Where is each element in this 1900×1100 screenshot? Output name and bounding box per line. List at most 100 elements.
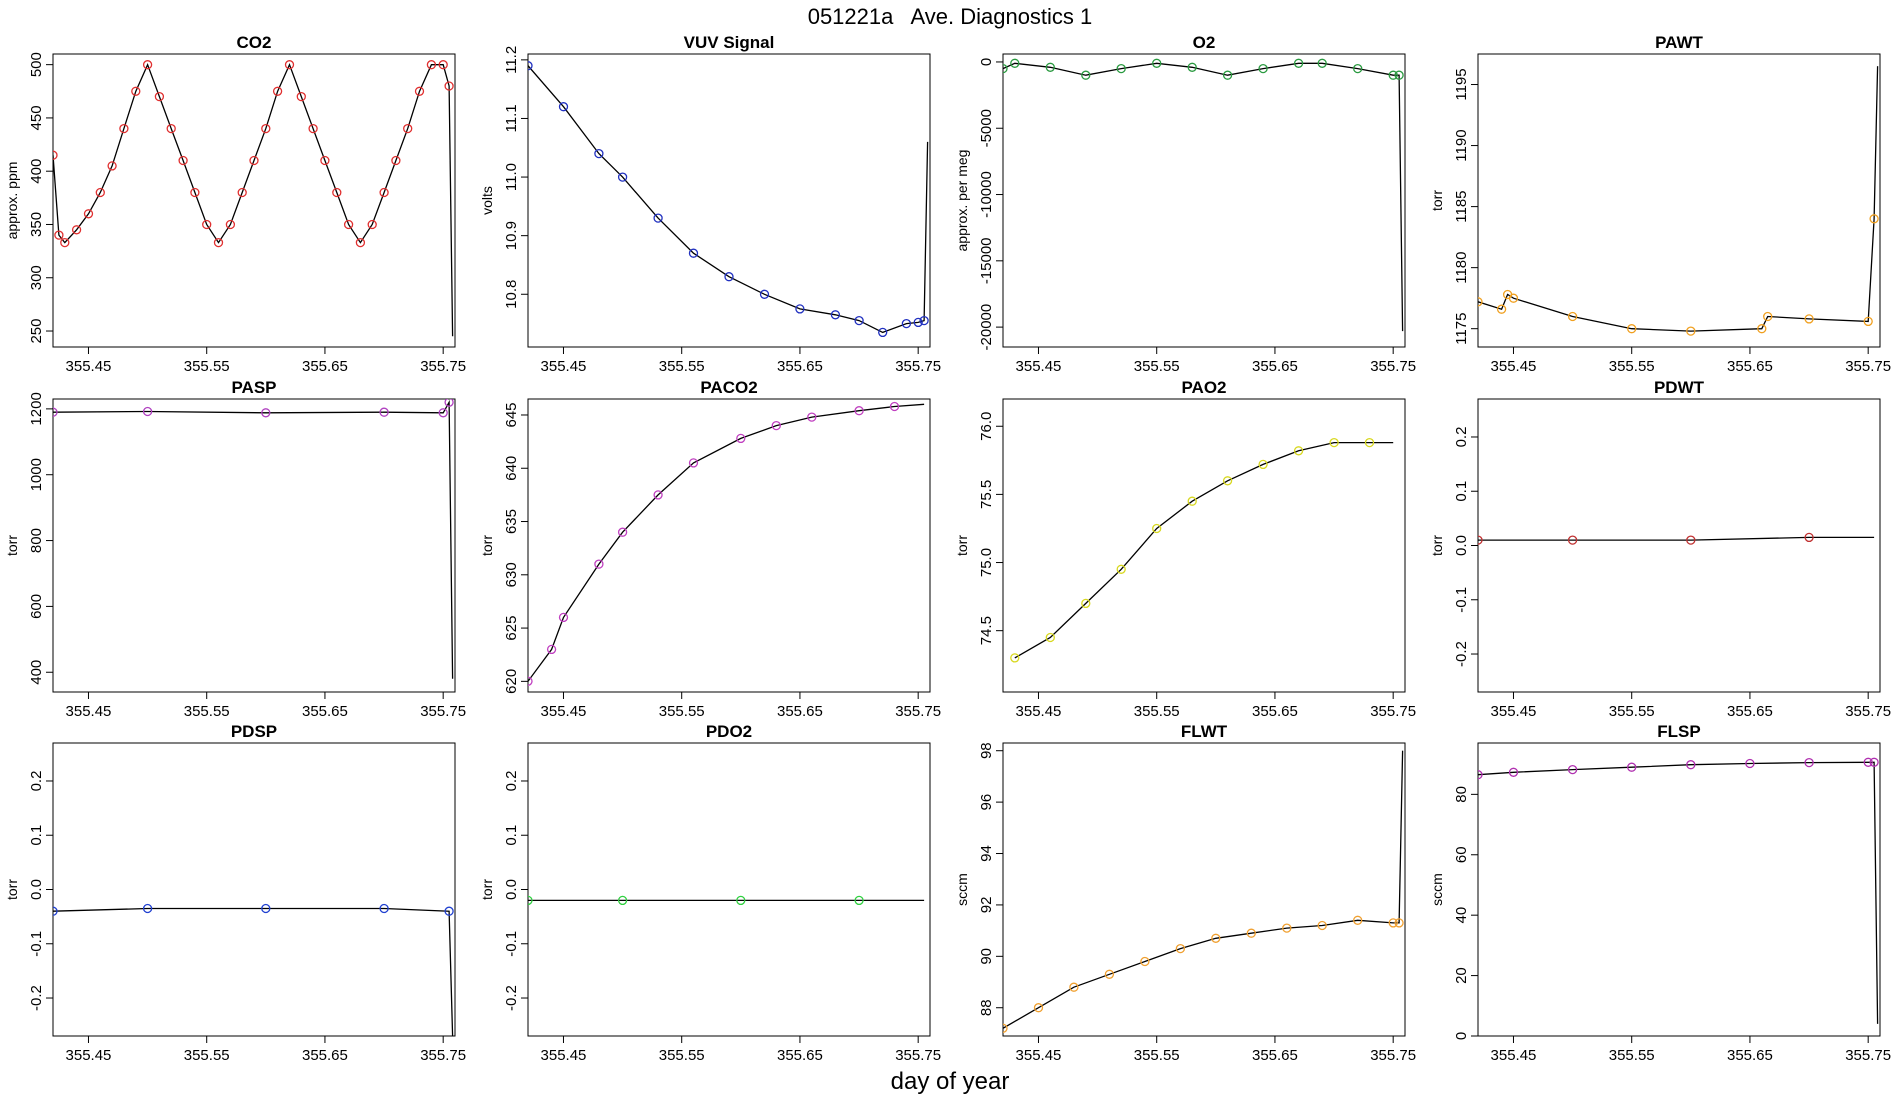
data-point [1211,933,1221,943]
data-point [919,315,929,326]
panel-o2: O2 355.45 355.55 355.65 355.75 0 -5000 -10000 -1… [954,33,1416,375]
x-tick-label: 355.75 [420,703,466,720]
data-point [1104,969,1115,979]
x-tick-label: 355.55 [1134,1047,1180,1064]
x-tick-label: 355.45 [1016,703,1062,720]
y-axis-label: torr [479,535,495,556]
data-point [1116,564,1126,574]
data-point [528,895,533,906]
panel-title: FLSP [1657,722,1700,741]
plot-frame [52,53,456,348]
x-tick-label: 355.45 [66,703,112,720]
data-point [807,412,817,422]
x-tick-label: 355.65 [1727,358,1773,375]
y-axis-label: approx. per meg [954,150,970,252]
y-tick-label: 1190 [1453,129,1470,161]
data-point [1686,535,1696,545]
y-tick-label: 94 [978,845,995,862]
y-tick-label: 500 [28,52,45,77]
data-point [724,272,734,282]
panel-pawt: PAWT 355.45 355.55 355.65 355.75 1175 1180 1185… [1429,33,1891,375]
data-point [1757,324,1767,334]
y-axis-label: sccm [954,873,970,906]
data-point [1478,535,1483,545]
y-tick-label: -0.1 [503,931,520,957]
data-point [528,61,533,71]
x-tick-label: 355.45 [66,1047,112,1064]
data-point [308,123,318,134]
data-line [1478,66,1879,332]
x-tick-label: 355.45 [1491,1047,1537,1064]
x-tick-label: 355.65 [1727,1047,1773,1064]
x-tick-label: 355.75 [1370,1047,1416,1064]
figure-title: 051221a Ave. Diagnostics 1 [807,4,1093,29]
data-point [1081,70,1091,80]
data-point [653,213,663,223]
data-point [1686,760,1696,770]
data-point [854,315,864,326]
data-point [53,906,58,916]
y-tick-label: 400 [28,660,45,685]
x-tick-label: 355.75 [895,1047,941,1064]
data-point [1567,535,1578,545]
plot-frame [527,53,931,348]
y-tick-label: 400 [28,159,45,184]
x-tick-label: 355.55 [184,1047,230,1064]
y-tick-label: 450 [28,105,45,130]
x-tick-label: 355.55 [1609,1047,1655,1064]
x-tick-label: 355.55 [659,358,705,375]
data-point [1222,476,1233,486]
data-line [53,399,454,679]
y-tick-label: 1195 [1453,68,1470,100]
data-point [438,60,448,70]
y-tick-label: 0.0 [28,879,45,900]
data-point [142,406,153,417]
y-axis-label: approx. ppm [4,162,20,240]
x-tick-label: 355.55 [659,703,705,720]
y-axis-label: torr [954,535,970,556]
data-point [1388,70,1398,80]
data-point [53,407,58,417]
data-point [379,903,389,914]
data-point [1003,63,1008,74]
panel-title: O2 [1193,33,1216,52]
data-point [854,895,864,906]
y-tick-label: 630 [503,562,520,587]
plot-frame [1477,53,1881,348]
data-point [284,60,295,70]
data-line [1014,441,1394,659]
data-point [1187,496,1197,506]
y-tick-label: 635 [503,509,520,534]
data-point [594,148,604,159]
y-tick-label: 0 [1453,1032,1470,1040]
plot-frame [1002,398,1406,693]
x-tick-label: 355.45 [541,358,587,375]
x-tick-label: 355.75 [1845,1047,1891,1064]
x-tick-label: 355.75 [1370,703,1416,720]
x-tick-label: 355.65 [1252,1047,1298,1064]
data-point [237,187,247,198]
x-tick-label: 355.75 [895,358,941,375]
data-line [1478,536,1875,541]
x-tick-label: 355.55 [1134,703,1180,720]
data-point [1388,918,1398,928]
data-point [901,318,912,329]
y-tick-label: 10.8 [503,280,520,309]
panel-title: CO2 [237,33,272,52]
data-point [1293,58,1304,68]
data-point [759,289,770,299]
x-tick-label: 355.45 [1016,1047,1062,1064]
data-point [1394,918,1404,928]
data-point [653,490,663,500]
y-tick-label: 1000 [28,458,45,491]
data-point [131,86,141,96]
data-point [391,155,401,166]
data-line [528,65,929,334]
data-point [1069,982,1079,992]
y-tick-label: 0.1 [28,825,45,846]
data-point [426,60,437,70]
data-point [213,237,224,248]
data-point [795,304,805,314]
data-point [1140,956,1150,967]
